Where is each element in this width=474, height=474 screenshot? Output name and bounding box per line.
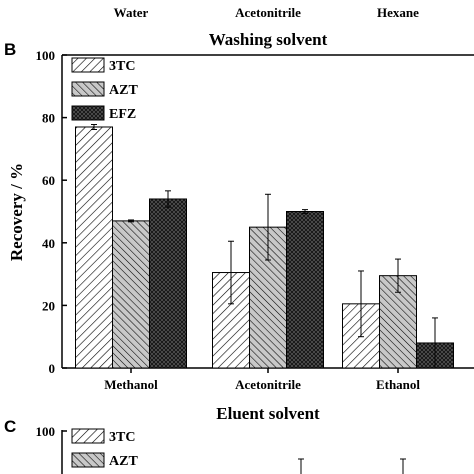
panel-c-legend-swatch-azt: [71, 452, 105, 468]
panel-c-plot: 100 3TC AZT: [36, 424, 406, 474]
y-tick-label-20: 20: [42, 298, 55, 313]
x-category-label-1: Acetonitrile: [235, 377, 301, 392]
x-category-label-0: Methanol: [104, 377, 158, 392]
panel-b-letter: B: [4, 40, 16, 59]
bar-3tc-methanol: [75, 126, 113, 369]
y-tick-label-60: 60: [42, 173, 55, 188]
legend-label-efz: EFZ: [109, 107, 136, 122]
legend-label-3tc: 3TC: [109, 59, 135, 74]
top-category-labels: Water Acetonitrile Hexane: [114, 5, 419, 20]
legend-label-azt: AZT: [109, 83, 138, 98]
panel-c-title: Eluent solvent: [216, 404, 320, 423]
legend-swatch-3tc: [71, 57, 105, 73]
panel-c-legend-label-3tc: 3TC: [109, 430, 135, 445]
panel-b-plot: 0 20 40 60 80 100 Methanol Acetonitrile Ethanol 3…: [36, 48, 474, 392]
top-label-water: Water: [114, 5, 149, 20]
legend-swatch-azt: [71, 81, 105, 97]
bar-efz-methanol: [149, 198, 187, 369]
y-tick-label-100: 100: [36, 48, 56, 63]
panel-c-ytick-label-100: 100: [36, 424, 56, 439]
x-category-label-2: Ethanol: [376, 377, 420, 392]
panel-c-legend-label-azt: AZT: [109, 454, 138, 469]
top-label-hexane: Hexane: [377, 5, 419, 20]
top-label-acetonitrile: Acetonitrile: [235, 5, 301, 20]
y-tick-label-80: 80: [42, 111, 55, 126]
y-tick-label-0: 0: [49, 361, 56, 376]
y-axis-title: Recovery / %: [7, 163, 26, 261]
bar-efz-acetonitrile: [286, 211, 324, 369]
bar-azt-methanol: [112, 220, 150, 369]
panel-c-letter: C: [4, 417, 16, 436]
y-tick-label-40: 40: [42, 236, 55, 251]
legend-swatch-efz: [71, 105, 105, 121]
panel-c-legend-swatch-3tc: [71, 428, 105, 444]
panel-b-title: Washing solvent: [209, 30, 328, 49]
